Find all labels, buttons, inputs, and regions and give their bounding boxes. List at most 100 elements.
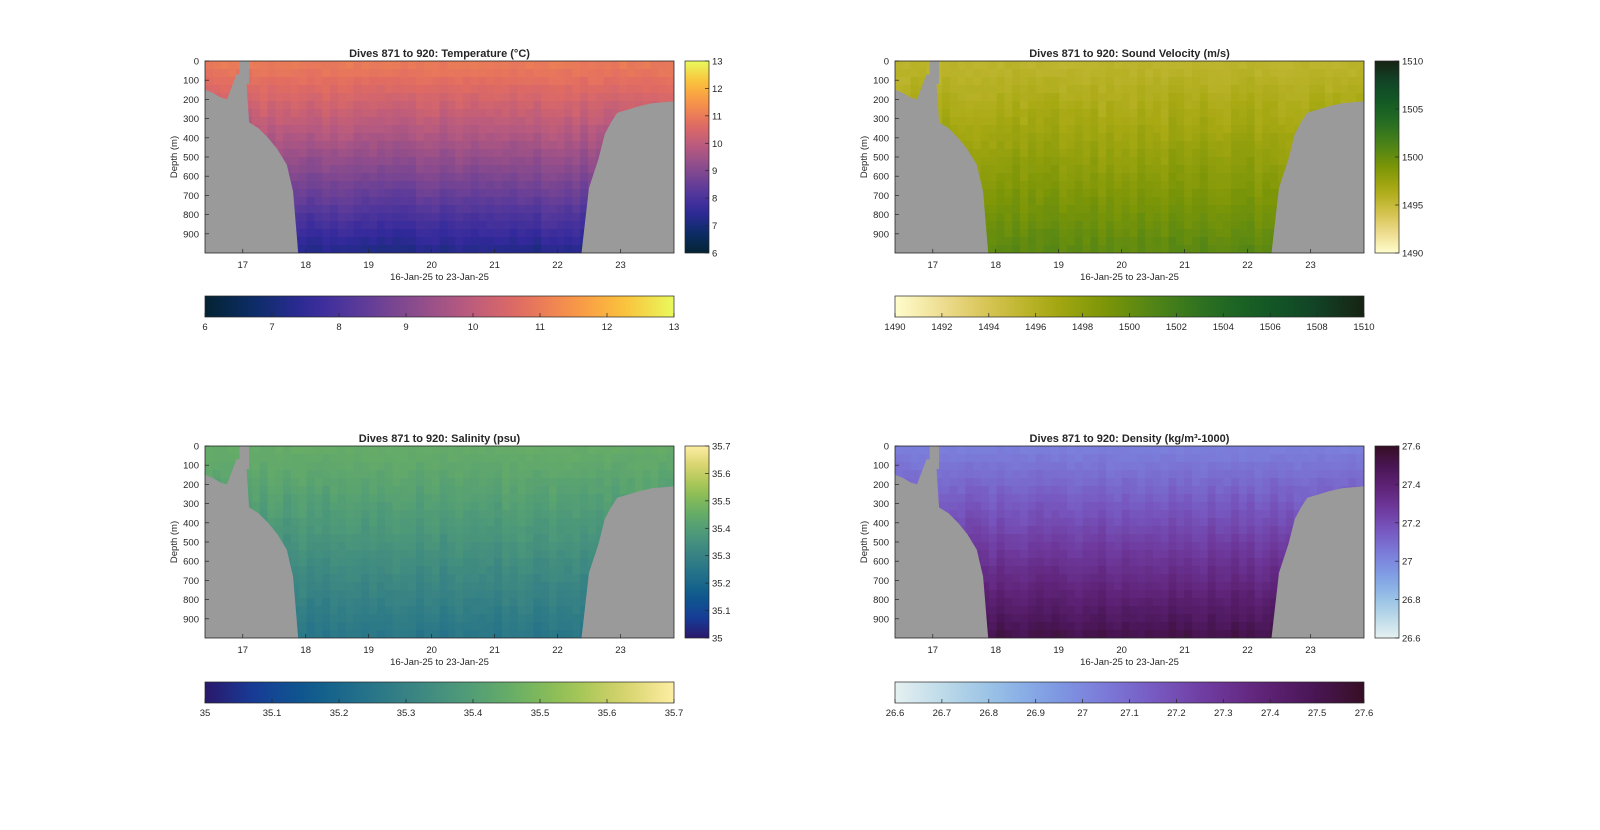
- heatmap-cell: [1051, 173, 1060, 182]
- heatmap-cell: [509, 245, 519, 253]
- heatmap-cell: [1231, 101, 1240, 110]
- heatmap-cell: [1160, 77, 1170, 86]
- heatmap-cell: [322, 125, 331, 134]
- heatmap-cell: [486, 165, 495, 174]
- heatmap-cell: [541, 77, 550, 86]
- heatmap-cell: [330, 566, 339, 575]
- heatmap-cell: [1027, 205, 1037, 214]
- heatmap-cell: [957, 518, 966, 527]
- heatmap-cell: [431, 502, 441, 511]
- heatmap-cell: [376, 590, 386, 599]
- heatmap-cell: [1129, 197, 1138, 206]
- heatmap-cell: [408, 237, 417, 246]
- heatmap-cell: [564, 213, 573, 222]
- heatmap-cell: [392, 566, 402, 575]
- heatmap-cell: [627, 478, 636, 487]
- heatmap-cell: [1004, 622, 1013, 631]
- heatmap-cell: [322, 133, 331, 142]
- heatmap-cell: [494, 454, 503, 463]
- heatmap-cell: [337, 542, 347, 551]
- heatmap-cell: [353, 77, 362, 86]
- heatmap-cell: [298, 526, 308, 535]
- heatmap-cell: [494, 502, 503, 511]
- heatmap-cell: [509, 173, 519, 182]
- heatmap-cell: [314, 614, 323, 623]
- heatmap-cell: [548, 598, 558, 607]
- heatmap-cell: [533, 558, 542, 567]
- heatmap-cell: [283, 446, 292, 455]
- heatmap-cell: [973, 462, 982, 471]
- heatmap-cell: [345, 462, 355, 471]
- heatmap-cell: [1238, 109, 1248, 118]
- heatmap-cell: [1051, 69, 1060, 78]
- heatmap-cell: [1207, 85, 1217, 94]
- heatmap-cell: [314, 558, 323, 567]
- heatmap-cell: [455, 149, 464, 158]
- heatmap-cell: [384, 510, 394, 519]
- heatmap-cell: [1059, 237, 1068, 246]
- heatmap-cell: [322, 141, 331, 150]
- heatmap-cell: [1106, 133, 1115, 142]
- heatmap-cell: [1215, 197, 1224, 206]
- heatmap-cell: [1192, 237, 1201, 246]
- x-tick-label: 23: [615, 645, 626, 656]
- heatmap-cell: [965, 133, 974, 142]
- heatmap-cell: [1043, 125, 1052, 134]
- heatmap-cell: [517, 157, 527, 166]
- heatmap-cell: [988, 69, 998, 78]
- heatmap-cell: [283, 69, 292, 78]
- heatmap-cell: [996, 502, 1006, 511]
- heatmap-cell: [517, 494, 527, 503]
- heatmap-cell: [369, 494, 378, 503]
- heatmap-cell: [369, 550, 378, 559]
- heatmap-cell: [431, 157, 441, 166]
- heatmap-cell: [502, 157, 511, 166]
- heatmap-cell: [306, 582, 316, 591]
- x-tick-label: 17: [237, 645, 248, 656]
- heatmap-cell: [548, 550, 558, 559]
- heatmap-cell: [205, 470, 214, 479]
- heatmap-cell: [541, 574, 550, 583]
- heatmap-cell: [376, 630, 386, 638]
- heatmap-cell: [548, 221, 558, 230]
- heatmap-cell: [1246, 197, 1256, 206]
- heatmap-cell: [1145, 133, 1154, 142]
- heatmap-cell: [322, 117, 331, 126]
- heatmap-cell: [455, 462, 464, 471]
- heatmap-cell: [1152, 165, 1162, 174]
- heatmap-cell: [1340, 69, 1349, 78]
- heatmap-cell: [1270, 117, 1279, 126]
- heatmap-cell: [376, 582, 386, 591]
- heatmap-cell: [588, 117, 597, 126]
- heatmap-cell: [642, 462, 652, 471]
- heatmap-cell: [1074, 245, 1084, 253]
- heatmap-cell: [361, 566, 370, 575]
- heatmap-cell: [965, 125, 974, 134]
- heatmap-cell: [462, 478, 472, 487]
- heatmap-cell: [330, 542, 339, 551]
- heatmap-cell: [980, 550, 990, 559]
- heatmap-cell: [525, 221, 534, 230]
- heatmap-cell: [283, 93, 292, 102]
- heatmap-cell: [957, 69, 966, 78]
- heatmap-cell: [337, 590, 347, 599]
- heatmap-cell: [517, 245, 527, 253]
- heatmap-cell: [1106, 245, 1115, 253]
- heatmap-cell: [1152, 229, 1162, 238]
- heatmap-cell: [416, 598, 425, 607]
- heatmap-cell: [556, 141, 566, 150]
- heatmap-cell: [1145, 117, 1154, 126]
- heatmap-cell: [1285, 77, 1295, 86]
- heatmap-cell: [1004, 109, 1013, 118]
- heatmap-cell: [1066, 237, 1076, 246]
- heatmap-cell: [572, 245, 581, 253]
- heatmap-cell: [251, 486, 261, 495]
- heatmap-cell: [494, 237, 503, 246]
- heatmap-cell: [408, 470, 417, 479]
- heatmap-cell: [1027, 77, 1037, 86]
- heatmap-cell: [1066, 213, 1076, 222]
- heatmap-cell: [541, 213, 550, 222]
- heatmap-cell: [1027, 125, 1037, 134]
- heatmap-cell: [423, 237, 433, 246]
- heatmap-cell: [423, 470, 433, 479]
